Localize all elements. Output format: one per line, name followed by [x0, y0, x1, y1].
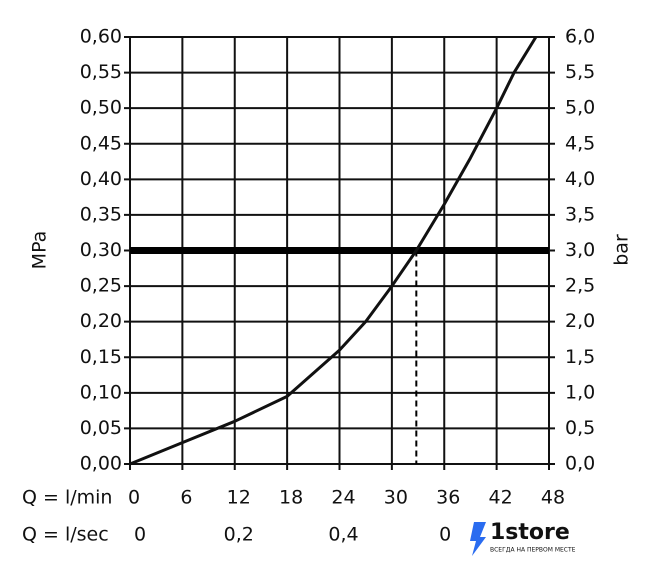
y2-axis-label: bar: [611, 234, 633, 266]
x2-tick-label: 0,2: [224, 524, 254, 546]
curve: [129, 36, 538, 466]
x-tick-label: 18: [279, 487, 303, 509]
y2-tick-label: 4,0: [565, 168, 595, 190]
y2-tick-label: 0,0: [565, 453, 595, 475]
x2-row-label: Q = l/sec: [22, 524, 109, 546]
y2-tick-label: 0,5: [565, 417, 595, 439]
y-tick-label: 0,40: [80, 168, 122, 190]
logo: 1store ВСЕГДА НА ПЕРВОМ МЕСТЕ: [452, 512, 592, 558]
y-tick-label: 0,55: [80, 61, 122, 83]
logo-tagline: ВСЕГДА НА ПЕРВОМ МЕСТЕ: [490, 547, 576, 554]
logo-name: 1store: [490, 520, 570, 545]
x-tick-label: 24: [331, 487, 355, 509]
x2-tick-label: 0,4: [328, 524, 358, 546]
y-tick-label: 0,15: [80, 346, 122, 368]
y2-tick-label: 6,0: [565, 26, 595, 48]
y2-tick-label: 1,5: [565, 346, 595, 368]
y2-tick-label: 5,0: [565, 97, 595, 119]
y2-tick-label: 3,0: [565, 239, 595, 261]
y-tick-label: 0,50: [80, 97, 122, 119]
y-tick-label: 0,00: [80, 453, 122, 475]
y2-tick-label: 4,5: [565, 132, 595, 154]
y-tick-label: 0,45: [80, 132, 122, 154]
y-tick-label: 0,25: [80, 275, 122, 297]
y-axis-label: MPa: [29, 231, 51, 270]
x-tick-label: 48: [541, 487, 565, 509]
y-tick-label: 0,30: [80, 239, 122, 261]
x-tick-label: 0: [128, 487, 140, 509]
x-tick-label: 42: [489, 487, 513, 509]
x-tick-label: 36: [436, 487, 460, 509]
x-tick-label: 6: [180, 487, 192, 509]
y2-tick-label: 5,5: [565, 61, 595, 83]
x-row-label: Q = l/min: [22, 487, 112, 509]
y2-tick-label: 2,0: [565, 310, 595, 332]
x2-tick-label: 0: [134, 524, 146, 546]
y2-tick-label: 2,5: [565, 275, 595, 297]
logo-icon: [470, 522, 486, 556]
y-tick-label: 0,35: [80, 203, 122, 225]
y-tick-label: 0,05: [80, 417, 122, 439]
y2-tick-label: 1,0: [565, 381, 595, 403]
y-tick-label: 0,20: [80, 310, 122, 332]
x-tick-label: 30: [384, 487, 408, 509]
y2-tick-label: 3,5: [565, 203, 595, 225]
x-tick-label: 12: [227, 487, 251, 509]
y-tick-label: 0,60: [80, 26, 122, 48]
y-tick-label: 0,10: [80, 381, 122, 403]
